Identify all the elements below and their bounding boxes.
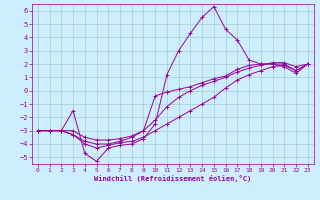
X-axis label: Windchill (Refroidissement éolien,°C): Windchill (Refroidissement éolien,°C) [94,175,252,182]
